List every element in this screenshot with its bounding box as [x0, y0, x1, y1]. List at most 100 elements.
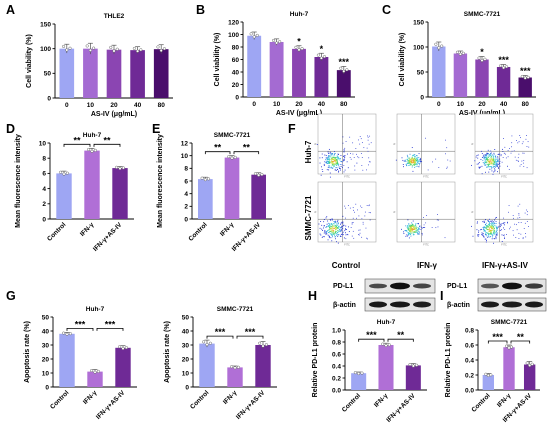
- flow-event: [498, 162, 500, 164]
- x-tick-label: 40: [500, 101, 508, 108]
- flow-event: [411, 162, 413, 163]
- flow-event: [483, 220, 485, 222]
- flow-event: [327, 158, 329, 160]
- flow-event: [415, 155, 417, 157]
- flow-event: [483, 236, 485, 238]
- flow-event: [328, 159, 330, 161]
- flow-event: [331, 167, 333, 169]
- flow-event: [320, 234, 322, 236]
- flow-event: [329, 159, 331, 161]
- flow-event: [344, 156, 346, 158]
- bar: [432, 46, 446, 97]
- flow-event: [333, 233, 335, 235]
- flow-event: [328, 237, 330, 239]
- flow-event: [412, 229, 413, 231]
- flow-event: [504, 237, 506, 239]
- flow-event: [493, 152, 495, 154]
- flow-event: [410, 230, 412, 232]
- significance-bracket: [233, 151, 260, 155]
- flow-event: [517, 157, 519, 159]
- flow-event: [418, 233, 420, 235]
- flow-event: [493, 155, 495, 157]
- flow-event: [495, 164, 497, 166]
- flow-event: [491, 158, 493, 160]
- flow-event: [485, 158, 487, 160]
- flow-event: [337, 153, 339, 155]
- flow-event: [408, 223, 410, 225]
- flow-event: [478, 162, 480, 164]
- x-tick-label: IFN-γ+AS-IV: [92, 221, 124, 253]
- flow-event: [324, 161, 326, 163]
- chart-d: Huh-7 0 2 4 6 8 10 Mean fluorescence intensity C…: [15, 132, 134, 253]
- flow-event: [499, 153, 501, 155]
- flow-event: [506, 234, 507, 235]
- flow-event: [408, 233, 410, 234]
- y-axis-label: Apoptosis rate (%): [24, 321, 31, 383]
- flow-event: [410, 229, 412, 231]
- flow-event: [355, 203, 357, 205]
- flow-event: [488, 226, 490, 228]
- panel-label-c: C: [382, 3, 391, 17]
- chart-title: Huh-7: [86, 306, 105, 313]
- flow-event: [333, 158, 335, 160]
- flow-event: [491, 230, 493, 231]
- flow-event: [325, 162, 327, 164]
- data-point: [249, 32, 253, 36]
- flow-plot-frame: [474, 113, 534, 175]
- flow-event: [522, 162, 524, 164]
- flow-event: [348, 226, 349, 228]
- flow-event: [497, 156, 499, 158]
- flow-event: [413, 227, 415, 229]
- flow-event: [336, 161, 338, 163]
- flow-event: [335, 233, 337, 235]
- flow-event: [341, 161, 342, 162]
- y-tick-label: 60: [232, 57, 240, 64]
- flow-event: [413, 228, 415, 230]
- flow-event: [337, 235, 339, 237]
- flow-event: [408, 164, 410, 166]
- flow-event: [412, 225, 414, 227]
- y-tick-label: 6: [184, 178, 188, 185]
- flow-event: [494, 232, 496, 234]
- flow-event: [331, 163, 333, 164]
- flow-event: [366, 237, 368, 239]
- flow-event: [361, 142, 363, 144]
- flow-event: [418, 159, 420, 161]
- flow-event: [484, 155, 486, 157]
- flow-event: [488, 234, 490, 236]
- significance-mark: ***: [498, 55, 509, 65]
- flow-event: [416, 223, 418, 225]
- flow-y-axis-text: PI: [394, 143, 397, 146]
- flow-event: [489, 225, 491, 227]
- flow-event: [524, 212, 526, 214]
- flow-event: [478, 231, 479, 233]
- flow-event: [343, 151, 345, 153]
- flow-event: [327, 160, 329, 162]
- flow-event: [337, 156, 339, 158]
- bar: [255, 345, 271, 387]
- flow-event: [499, 158, 501, 160]
- flow-event: [336, 156, 338, 158]
- data-point: [484, 372, 488, 376]
- flow-event: [418, 162, 420, 164]
- flow-event: [416, 162, 418, 163]
- data-point: [278, 40, 282, 44]
- flow-event: [497, 159, 499, 160]
- flow-event: [329, 161, 331, 163]
- flow-event: [338, 154, 339, 155]
- flow-event: [332, 232, 334, 234]
- flow-event: [487, 226, 489, 228]
- flow-event: [500, 223, 502, 225]
- flow-event: [329, 225, 331, 227]
- flow-event: [328, 162, 330, 164]
- flow-event: [481, 228, 483, 230]
- flow-event: [518, 214, 520, 216]
- flow-event: [486, 235, 488, 237]
- flow-event: [493, 231, 495, 233]
- flow-event: [449, 160, 451, 162]
- flow-event: [492, 154, 494, 156]
- flow-event: [409, 153, 411, 155]
- x-axis-label: AS-IV (μg/mL): [459, 110, 505, 117]
- flow-event: [328, 169, 330, 171]
- flow-event: [361, 206, 363, 208]
